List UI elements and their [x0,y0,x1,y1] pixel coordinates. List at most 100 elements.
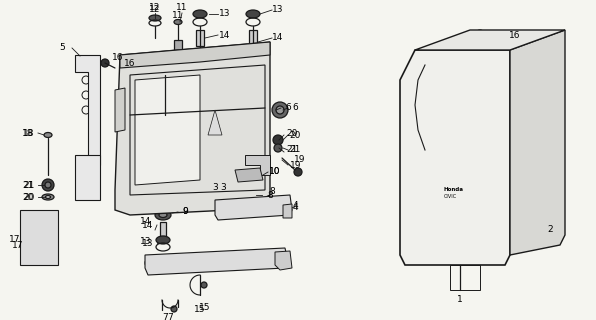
Ellipse shape [156,236,170,244]
Text: 16: 16 [124,59,136,68]
Circle shape [205,90,225,110]
Polygon shape [145,248,288,275]
Polygon shape [215,195,292,220]
Polygon shape [245,155,270,175]
Text: 8: 8 [269,188,275,196]
Polygon shape [400,50,510,265]
Circle shape [273,135,283,145]
Polygon shape [115,42,270,215]
Ellipse shape [45,196,51,198]
Ellipse shape [149,15,161,21]
Text: 13: 13 [140,237,152,246]
Text: 7: 7 [162,314,168,320]
Text: 12: 12 [150,4,161,12]
Text: 20: 20 [23,193,35,202]
Circle shape [272,102,288,118]
Text: 17: 17 [10,236,21,244]
Ellipse shape [246,10,260,18]
Text: 18: 18 [22,129,34,138]
Circle shape [435,92,441,98]
Ellipse shape [44,132,52,138]
Text: 4: 4 [292,203,298,212]
Text: 4: 4 [292,201,298,210]
Text: 10: 10 [269,167,281,177]
Text: 2: 2 [547,226,553,235]
Text: 21: 21 [289,146,301,155]
Text: 17: 17 [13,241,24,250]
Text: 14: 14 [140,218,152,227]
Polygon shape [208,110,222,135]
Text: 5: 5 [59,44,65,52]
Text: 16: 16 [509,30,521,39]
Bar [196,30,204,46]
Text: 20: 20 [289,131,301,140]
Bar [440,185,530,230]
Text: 20: 20 [286,129,297,138]
Circle shape [417,247,423,253]
Polygon shape [75,55,100,165]
Text: 20: 20 [22,193,34,202]
Ellipse shape [159,212,167,218]
Bar [160,222,166,236]
Circle shape [244,185,260,201]
Text: 18: 18 [23,129,35,138]
Text: 10: 10 [269,167,281,177]
Circle shape [276,106,284,114]
Bar [450,265,480,290]
Text: 21: 21 [286,146,297,155]
Text: 13: 13 [219,10,231,19]
Text: 11: 11 [172,11,184,20]
Circle shape [171,306,177,312]
Text: 11: 11 [176,4,188,12]
Polygon shape [235,168,263,182]
Circle shape [201,282,207,288]
Circle shape [197,147,203,153]
Text: 6: 6 [292,103,298,113]
Text: 14: 14 [219,30,231,39]
Text: Honda: Honda [444,187,464,192]
Text: 15: 15 [199,303,211,313]
Text: 21: 21 [22,180,34,189]
Text: 7: 7 [167,314,173,320]
Circle shape [101,59,109,67]
Text: 15: 15 [194,306,206,315]
Bar [174,40,182,52]
Ellipse shape [42,194,54,200]
Polygon shape [283,204,292,218]
Polygon shape [120,42,270,68]
Polygon shape [275,251,292,270]
Text: 14: 14 [272,34,284,43]
Text: 3: 3 [212,183,218,193]
Text: 19: 19 [294,156,306,164]
Text: 13: 13 [142,238,154,247]
Circle shape [475,30,485,40]
Text: 14: 14 [142,220,154,229]
Circle shape [42,179,54,191]
Text: 13: 13 [272,5,284,14]
Ellipse shape [155,210,171,220]
Circle shape [244,170,256,182]
Polygon shape [115,88,125,132]
Text: 19: 19 [290,161,302,170]
Ellipse shape [174,20,182,25]
Polygon shape [415,30,565,50]
Text: 8: 8 [267,190,273,199]
Bar [442,130,492,185]
Text: 9: 9 [182,207,188,217]
Polygon shape [510,30,565,255]
Ellipse shape [145,257,159,269]
Circle shape [187,162,193,168]
Text: 1: 1 [457,295,463,305]
Text: 21: 21 [23,180,35,189]
Polygon shape [135,75,200,185]
Polygon shape [75,155,100,200]
Text: 6: 6 [285,103,291,113]
Text: CIVIC: CIVIC [444,194,457,199]
Ellipse shape [193,10,207,18]
Text: 16: 16 [112,53,124,62]
Bar [20,210,58,265]
Text: 3: 3 [220,183,226,193]
Circle shape [294,168,302,176]
Circle shape [274,144,282,152]
Bar [249,30,257,46]
